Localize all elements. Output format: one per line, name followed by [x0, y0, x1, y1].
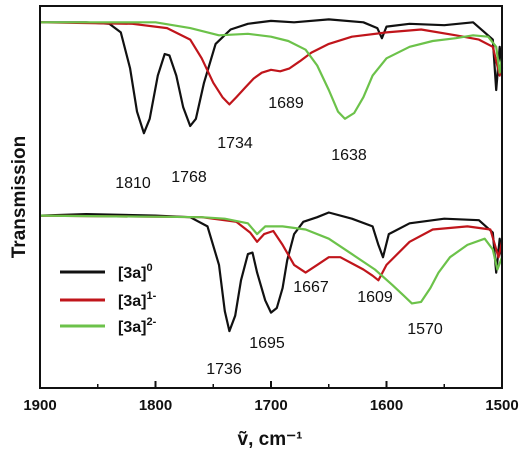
series-line-lower-2 [39, 214, 504, 305]
peak-label-1667: 1667 [293, 279, 329, 296]
peak-label-1810: 1810 [115, 175, 151, 192]
peak-label-1638: 1638 [331, 147, 367, 164]
x-tick-label-1500: 1500 [485, 397, 518, 414]
peak-label-1768: 1768 [171, 169, 207, 186]
x-tick-label-1700: 1700 [254, 397, 287, 414]
peak-label-1736: 1736 [206, 361, 242, 378]
peak-label-1695: 1695 [249, 335, 285, 352]
x-tick-label-1900: 1900 [23, 397, 56, 414]
y-axis-title: Transmission [9, 136, 30, 259]
peak-labels: 1810 1768 1734 1689 1638 1667 1609 1736 … [115, 95, 443, 378]
legend-label-2: [3a]2- [118, 316, 157, 336]
series-line-lower-0 [39, 211, 504, 333]
legend-label-1: [3a]1- [118, 290, 157, 310]
peak-label-1689: 1689 [268, 95, 304, 112]
x-axis: 1900 1800 1700 1600 1500 [23, 381, 519, 414]
peak-label-1609: 1609 [357, 289, 393, 306]
series-line-lower-1 [39, 214, 504, 282]
series-line-upper-0 [40, 18, 504, 135]
legend-label-0: [3a]0 [118, 262, 153, 282]
x-axis-title: ṽ, cm⁻¹ [238, 429, 303, 450]
x-tick-label-1600: 1600 [370, 397, 403, 414]
legend: [3a]0 [3a]1- [3a]2- [60, 262, 157, 336]
series-line-upper-2 [40, 21, 504, 120]
peak-label-1570: 1570 [407, 321, 443, 338]
x-tick-label-1800: 1800 [139, 397, 172, 414]
series-layer [39, 18, 504, 333]
series-line-upper-1 [39, 21, 504, 106]
peak-label-1734: 1734 [217, 135, 253, 152]
